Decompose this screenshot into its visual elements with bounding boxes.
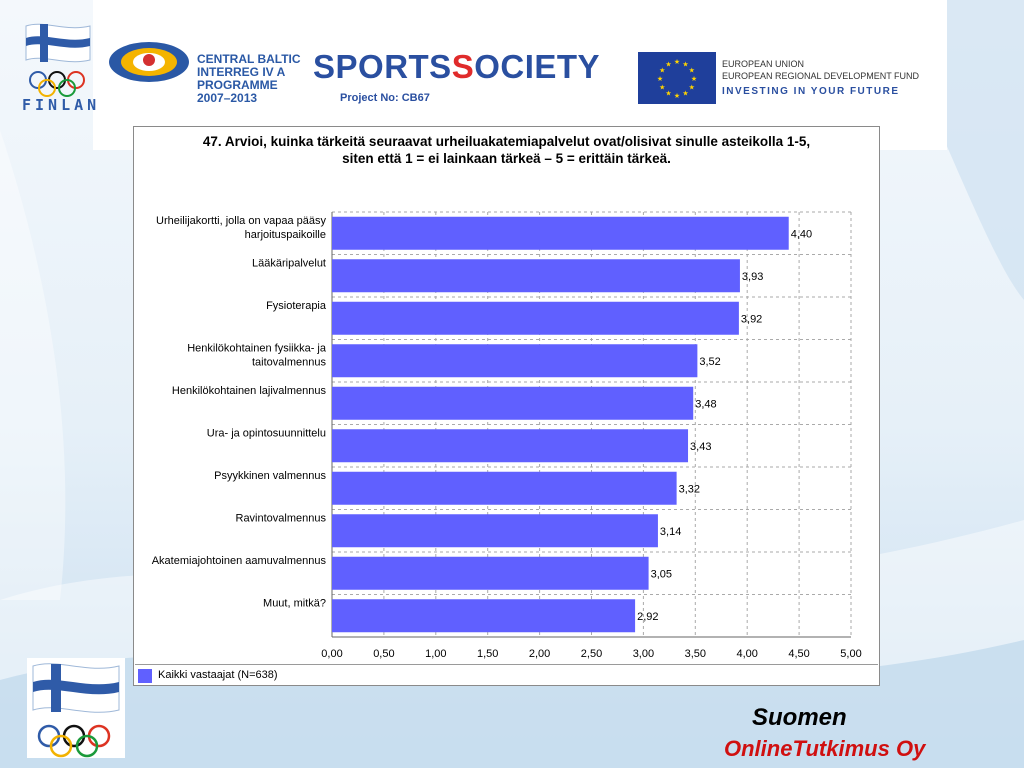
bar — [332, 514, 658, 548]
eu-star-icon: ★ — [657, 75, 663, 83]
eu-line3: INVESTING IN YOUR FUTURE — [722, 86, 900, 97]
x-tick-label: 2,00 — [529, 648, 550, 660]
eu-funding-text: EUROPEAN UNION EUROPEAN REGIONAL DEVELOP… — [722, 58, 919, 98]
category-label: Henkilökohtainen lajivalmennus — [172, 385, 327, 397]
chart-title-line1: 47. Arvioi, kuinka tärkeitä seuraavat ur… — [202, 134, 811, 149]
eu-star-icon: ★ — [689, 84, 695, 92]
category-label: Henkilökohtainen fysiikka- ja — [187, 343, 327, 355]
bar — [332, 344, 698, 378]
chart-title-line2: siten että 1 = ei lainkaan tärkeä – 5 = … — [342, 151, 671, 166]
brand-name-line1: Suomen — [752, 704, 847, 731]
data-label: 3,48 — [695, 398, 716, 410]
category-label: harjoituspaikoille — [245, 229, 326, 241]
central-baltic-line1: CENTRAL BALTIC — [197, 52, 301, 66]
data-label: 3,14 — [660, 526, 681, 538]
sportssociety-part1: SPORTS — [313, 48, 452, 85]
central-baltic-line2: INTERREG IV A — [197, 65, 286, 79]
bar — [332, 386, 694, 420]
bar — [332, 216, 789, 250]
central-baltic-line4: 2007–2013 — [197, 91, 258, 105]
eu-star-icon: ★ — [682, 90, 688, 98]
eu-line1: EUROPEAN UNION — [722, 59, 805, 69]
project-number: Project No: CB67 — [340, 92, 430, 104]
eu-star-icon: ★ — [689, 67, 695, 75]
eu-star-icon: ★ — [659, 67, 665, 75]
data-label: 4,40 — [791, 228, 812, 240]
central-baltic-logo-icon — [109, 42, 189, 82]
x-tick-label: 1,00 — [425, 648, 446, 660]
data-label: 3,92 — [741, 313, 762, 325]
eu-flag-icon: ★★★★★★★★★ ★ ★★ — [638, 52, 716, 104]
eu-star-icon: ★ — [665, 90, 671, 98]
legend-swatch — [138, 669, 152, 683]
sportssociety-logo-text: SPORTSSOCIETY — [313, 48, 600, 86]
sportssociety-part3: OCIETY — [474, 48, 601, 85]
eu-star-icon: ★ — [682, 60, 688, 68]
category-label: Ura- ja opintosuunnittelu — [207, 428, 326, 440]
header-logo-panel — [93, 0, 947, 150]
category-label: Psyykkinen valmennus — [214, 470, 326, 482]
eu-star-icon: ★ — [659, 84, 665, 92]
data-label: 3,32 — [679, 483, 700, 495]
x-tick-label: 3,00 — [633, 648, 654, 660]
category-label: Ravintovalmennus — [236, 513, 327, 525]
x-tick-label: 2,50 — [581, 648, 602, 660]
x-tick-label: 4,00 — [736, 648, 757, 660]
chart-panel: 47. Arvioi, kuinka tärkeitä seuraavat ur… — [133, 126, 880, 686]
finland-logo-text: FINLAN — [22, 96, 101, 114]
data-label: 3,93 — [742, 271, 763, 283]
category-label: Muut, mitkä? — [263, 598, 326, 610]
bar — [332, 556, 649, 590]
x-tick-label: 4,50 — [788, 648, 809, 660]
bar — [332, 429, 689, 463]
category-label: Lääkäripalvelut — [252, 258, 326, 270]
x-tick-label: 0,50 — [373, 648, 394, 660]
bar — [332, 599, 636, 633]
bar — [332, 259, 740, 293]
category-label: Urheilijakortti, jolla on vapaa pääsy — [156, 215, 326, 227]
category-label: taitovalmennus — [252, 357, 326, 369]
eu-star-icon: ★ — [665, 60, 671, 68]
legend-label: Kaikki vastaajat (N=638) — [158, 669, 278, 681]
x-tick-label: 1,50 — [477, 648, 498, 660]
finland-olympic-flag-icon — [25, 23, 91, 97]
finland-olympic-logo-bottom-icon — [27, 658, 125, 758]
central-baltic-text: CENTRAL BALTIC INTERREG IV A PROGRAMME 2… — [197, 53, 301, 105]
eu-line2: EUROPEAN REGIONAL DEVELOPMENT FUND — [722, 71, 920, 81]
chart-legend: Kaikki vastaajat (N=638) — [135, 664, 878, 685]
x-tick-label: 3,50 — [685, 648, 706, 660]
sportssociety-part2: S — [451, 48, 475, 85]
eu-star-icon: ★ — [674, 92, 680, 100]
category-label: Akatemiajohtoinen aamuvalmennus — [152, 555, 327, 567]
bar-chart: 0,00 0,50 1,00 1,50 2,00 2,50 3,00 3,50 4,00 4,50… — [152, 211, 862, 660]
data-label: 2,92 — [637, 611, 658, 623]
eu-star-icon: ★ — [691, 75, 697, 83]
data-label: 3,05 — [651, 568, 672, 580]
eu-star-icon: ★ — [674, 58, 680, 66]
brand-name-line2: OnlineTutkimus Oy — [724, 736, 926, 761]
category-label: Fysioterapia — [266, 300, 327, 312]
chart-title: 47. Arvioi, kuinka tärkeitä seuraavat ur… — [144, 133, 869, 167]
x-tick-label: 5,00 — [840, 648, 861, 660]
x-tick-label: 0,00 — [321, 648, 342, 660]
data-label: 3,43 — [690, 441, 711, 453]
bar — [332, 471, 677, 505]
data-label: 3,52 — [699, 356, 720, 368]
bar — [332, 301, 739, 335]
central-baltic-line3: PROGRAMME — [197, 78, 278, 92]
